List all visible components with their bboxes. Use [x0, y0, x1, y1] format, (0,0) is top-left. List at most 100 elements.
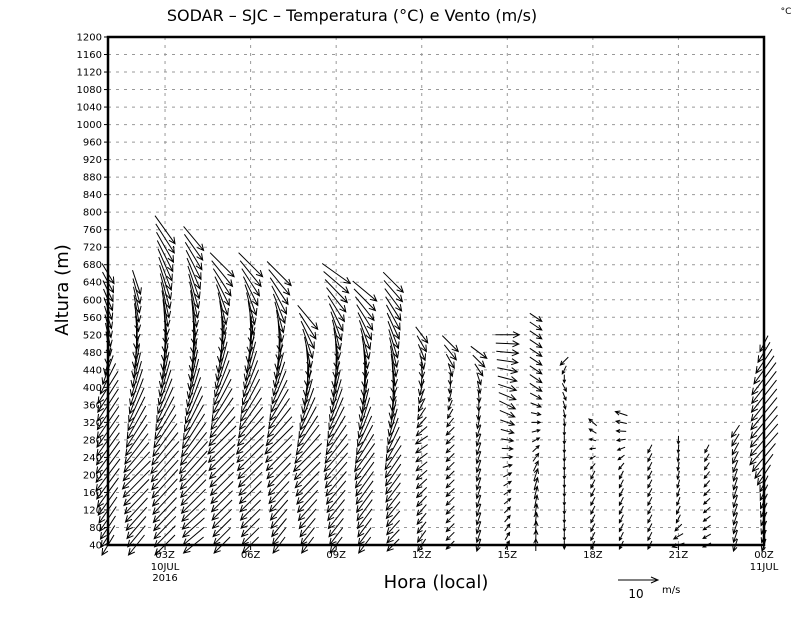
wind-vector: [476, 372, 482, 386]
wind-vector: [150, 450, 179, 483]
wind-vector: [330, 369, 341, 406]
wind-vector: [562, 488, 567, 498]
wind-vector: [355, 296, 375, 322]
wind-vector: [590, 514, 596, 524]
wind-vector: [647, 453, 653, 463]
wind-vector: [445, 470, 455, 480]
wind-vector: [356, 508, 373, 530]
x-tick-label: 15Z: [498, 550, 518, 561]
wind-vector: [300, 320, 315, 350]
wind-vector: [158, 360, 171, 398]
wind-vector: [532, 452, 540, 462]
wind-vector: [236, 434, 265, 464]
wind-vector: [361, 336, 370, 370]
wind-vector: [152, 423, 178, 458]
legend-value: 10: [628, 587, 643, 601]
wind-vector: [647, 531, 653, 542]
wind-vector: [530, 402, 543, 408]
wind-vector: [125, 414, 147, 449]
x-tick-label: 18Z: [583, 550, 603, 561]
wind-vector: [151, 478, 178, 507]
wind-vector: [590, 470, 596, 480]
wind-vector: [415, 426, 428, 437]
wind-vector: [618, 496, 624, 507]
wind-vector: [498, 392, 517, 401]
wind-vector: [676, 488, 681, 498]
wind-vector: [121, 460, 151, 490]
x-tick-sub1: 10JUL: [151, 562, 180, 573]
wind-vector: [617, 454, 625, 461]
wind-vector: [445, 426, 455, 436]
wind-vector: [562, 532, 567, 542]
wind-vector: [155, 396, 175, 432]
wind-vector: [562, 435, 567, 446]
wind-vector: [475, 424, 482, 439]
wind-vector: [209, 252, 235, 278]
wind-vector: [416, 530, 427, 544]
wind-vector: [730, 424, 740, 439]
x-tick-sub2: 2016: [152, 573, 177, 584]
wind-vector: [271, 527, 287, 546]
wind-vector: [352, 280, 378, 302]
wind-vector: [615, 428, 627, 434]
wind-vector: [179, 450, 208, 483]
wind-vector: [415, 461, 428, 472]
wind-vector: [129, 360, 142, 398]
wind-vector: [562, 514, 567, 524]
wind-vector: [125, 424, 148, 457]
wind-vector: [559, 356, 569, 366]
unit-label: °C: [781, 7, 792, 17]
wind-vector: [295, 471, 320, 497]
wind-vector: [445, 479, 455, 489]
wind-vector: [237, 462, 263, 488]
wind-vector: [386, 312, 400, 341]
wind-vector: [153, 414, 177, 449]
wind-vector: [383, 280, 404, 303]
wind-vector: [270, 508, 288, 530]
wind-vector: [360, 328, 371, 361]
wind-vector: [267, 462, 291, 488]
wind-vector: [562, 391, 567, 402]
wind-vector: [328, 303, 344, 332]
wind-vector: [388, 390, 396, 421]
wind-vector: [180, 469, 207, 499]
wind-vector: [497, 367, 519, 375]
y-tick-label: 1080: [77, 85, 102, 96]
wind-vector: [475, 433, 482, 447]
wind-vector: [529, 392, 543, 400]
wind-vector: [562, 470, 567, 481]
wind-vector: [385, 473, 402, 495]
wind-vector: [244, 284, 258, 317]
wind-vector: [732, 468, 738, 482]
wind-vector: [212, 527, 231, 546]
wind-vector: [238, 481, 262, 505]
wind-vector: [240, 508, 261, 530]
wind-vector: [503, 472, 513, 478]
wind-vector: [237, 406, 263, 439]
wind-vector: [214, 276, 230, 307]
y-tick-label: 80: [89, 523, 102, 534]
wind-vector: [475, 442, 482, 456]
wind-vector: [157, 378, 173, 415]
wind-vector: [154, 215, 176, 245]
wind-vector: [151, 459, 179, 491]
y-tick-label: 760: [83, 225, 102, 236]
wind-vector: [152, 497, 177, 524]
wind-vector: [180, 422, 207, 458]
wind-vector: [384, 454, 402, 479]
wind-vector: [124, 488, 149, 515]
y-tick-label: 640: [83, 278, 102, 289]
wind-vector: [184, 386, 203, 425]
y-axis: 40 80 120 160 200 240 280 320 360 400 440 480 520 560…: [77, 33, 108, 552]
wind-vector: [495, 340, 520, 348]
wind-vector: [299, 397, 316, 431]
wind-vector: [304, 336, 313, 369]
wind-vector: [475, 451, 482, 465]
wind-vector: [647, 514, 653, 524]
wind-vector: [270, 379, 288, 414]
wind-vector: [618, 462, 625, 471]
wind-vector: [235, 425, 265, 455]
wind-vector: [207, 434, 236, 464]
wind-vector: [385, 304, 401, 331]
